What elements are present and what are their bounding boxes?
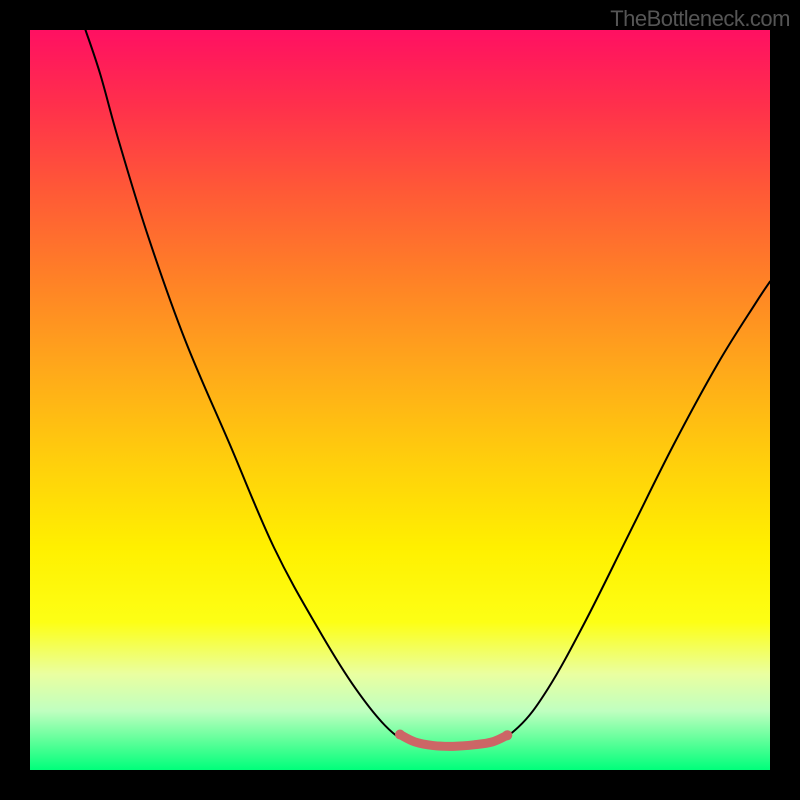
chart-frame: TheBottleneck.com: [0, 0, 800, 800]
gradient-background: [30, 30, 770, 770]
watermark-text: TheBottleneck.com: [610, 6, 790, 32]
marker-end-dot: [395, 729, 405, 739]
chart-svg: [30, 30, 770, 770]
plot-area: [30, 30, 770, 770]
marker-end-dot: [502, 730, 512, 740]
